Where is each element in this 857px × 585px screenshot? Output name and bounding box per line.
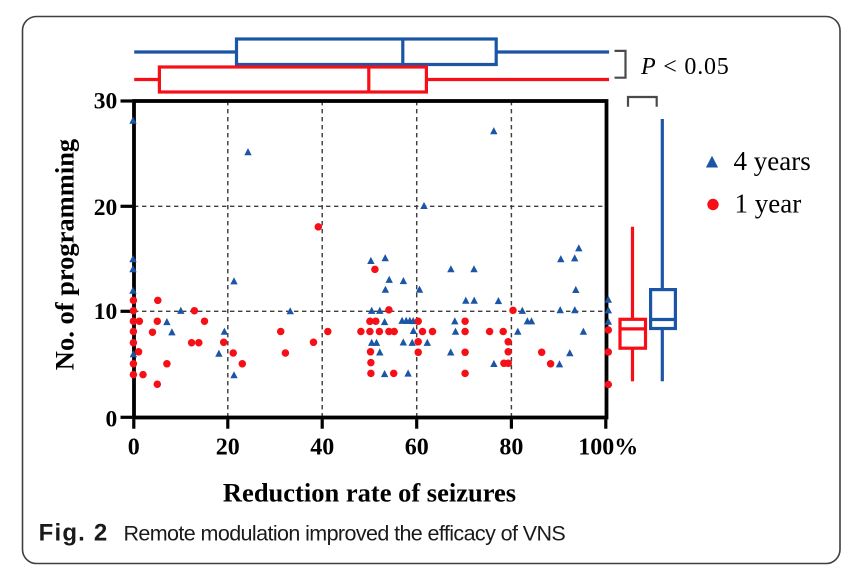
svg-text:80: 80 [499, 435, 523, 461]
svg-text:20: 20 [216, 435, 240, 461]
svg-text:0: 0 [105, 407, 117, 433]
svg-text:100%: 100% [578, 435, 638, 461]
svg-text:60: 60 [405, 435, 429, 461]
svg-text:30: 30 [94, 89, 118, 115]
svg-text:Reduction rate of seizures: Reduction rate of seizures [223, 478, 516, 508]
svg-text:20: 20 [94, 195, 118, 221]
svg-text:No. of programming: No. of programming [50, 139, 80, 370]
svg-text:4 years: 4 years [734, 146, 811, 176]
svg-text:P < 0.05: P < 0.05 [640, 54, 730, 80]
svg-text:40: 40 [310, 435, 334, 461]
svg-text:1 year: 1 year [735, 189, 802, 219]
svg-text:10: 10 [94, 299, 118, 325]
svg-text:0: 0 [128, 435, 140, 461]
